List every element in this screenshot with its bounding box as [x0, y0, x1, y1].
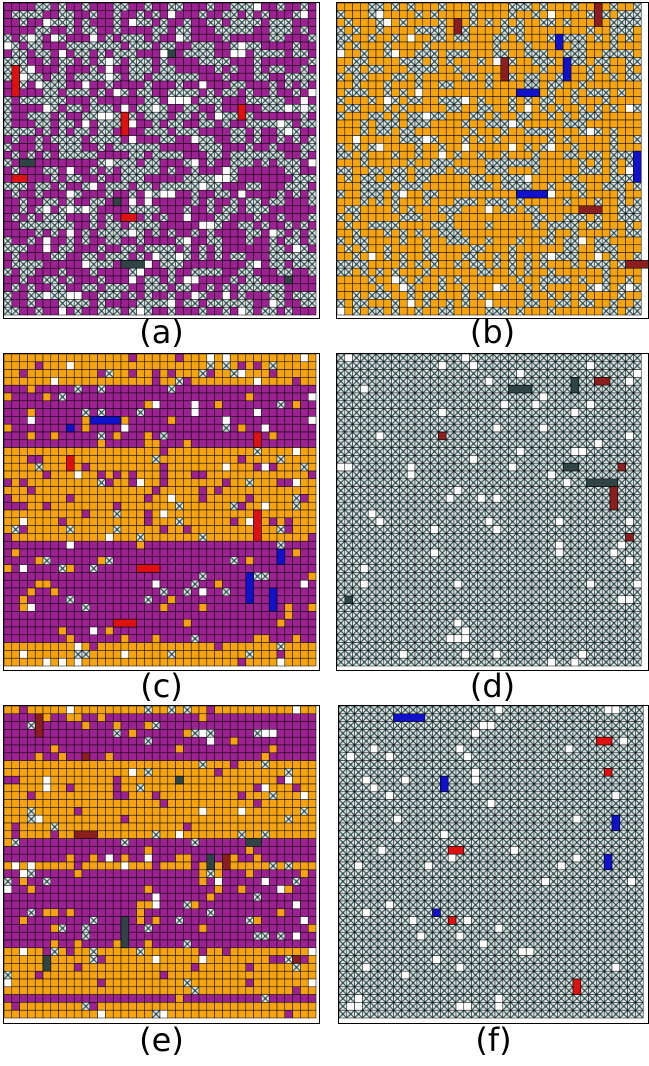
- marker-b-6: [562, 57, 572, 82]
- marker-d-6: [625, 533, 634, 542]
- marker-a-1: [19, 158, 36, 168]
- marker-b-8: [555, 33, 564, 51]
- marker-d-1: [508, 384, 533, 394]
- caption-e: (e): [139, 1021, 184, 1059]
- marker-b-2: [633, 150, 642, 183]
- marker-e-4: [81, 752, 91, 761]
- marker-e-5: [120, 916, 130, 949]
- marker-e-6: [222, 853, 231, 871]
- marker-d-5: [344, 595, 353, 604]
- marker-d-4: [438, 431, 447, 441]
- marker-a-0: [11, 65, 20, 97]
- marker-f-1: [440, 775, 449, 793]
- marker-f-4: [603, 768, 613, 777]
- marker-f-8: [572, 978, 582, 995]
- grid-f: [338, 705, 649, 1024]
- marker-a-5: [284, 275, 293, 285]
- marker-b-7: [500, 57, 509, 82]
- marker-f-6: [596, 736, 613, 746]
- grid-b: [336, 2, 649, 319]
- caption-b: (b): [469, 313, 516, 351]
- grid-c: [3, 353, 320, 671]
- marker-a-9: [112, 197, 122, 207]
- marker-c-4: [253, 509, 262, 542]
- marker-d-2: [594, 377, 611, 386]
- marker-f-7: [611, 814, 621, 832]
- marker-d-9: [586, 478, 619, 487]
- marker-c-9: [89, 416, 122, 425]
- marker-d-3: [570, 377, 580, 394]
- marker-a-7: [120, 260, 145, 269]
- marker-d-0: [617, 462, 626, 472]
- grid-e: [3, 705, 320, 1024]
- caption-d: (d): [469, 667, 516, 705]
- marker-c-8: [253, 431, 262, 448]
- marker-e-7: [42, 955, 52, 972]
- marker-c-1: [245, 572, 254, 604]
- marker-c-2: [66, 455, 75, 472]
- marker-f-3: [432, 908, 441, 917]
- marker-d-7: [562, 462, 580, 472]
- marker-b-9: [578, 205, 603, 214]
- marker-f-2: [447, 846, 465, 855]
- marker-b-1: [453, 18, 463, 35]
- grid-a: [3, 2, 320, 319]
- caption-a: (a): [139, 313, 184, 351]
- marker-f-5: [603, 853, 613, 871]
- marker-f-0: [447, 916, 457, 925]
- marker-e-3: [206, 853, 215, 871]
- marker-a-8: [120, 213, 137, 222]
- marker-a-3: [167, 49, 176, 58]
- marker-b-5: [594, 3, 603, 27]
- marker-e-0: [292, 955, 301, 964]
- caption-f: (f): [475, 1021, 512, 1059]
- marker-a-6: [120, 111, 130, 136]
- grid-d: [336, 353, 649, 671]
- marker-b-4: [516, 189, 548, 199]
- marker-e-8: [73, 830, 98, 839]
- marker-e-9: [175, 775, 184, 785]
- marker-c-6: [112, 618, 137, 628]
- marker-b-3: [625, 260, 648, 269]
- marker-c-3: [66, 423, 75, 433]
- marker-a-2: [11, 174, 28, 183]
- marker-e-2: [34, 713, 44, 738]
- marker-f-9: [393, 713, 426, 722]
- marker-c-5: [276, 548, 286, 565]
- marker-e-1: [245, 838, 262, 847]
- marker-b-0: [516, 88, 541, 97]
- marker-a-4: [237, 104, 247, 121]
- marker-c-7: [268, 587, 278, 612]
- caption-c: (c): [140, 667, 183, 705]
- marker-c-0: [136, 564, 161, 573]
- marker-d-8: [609, 486, 619, 511]
